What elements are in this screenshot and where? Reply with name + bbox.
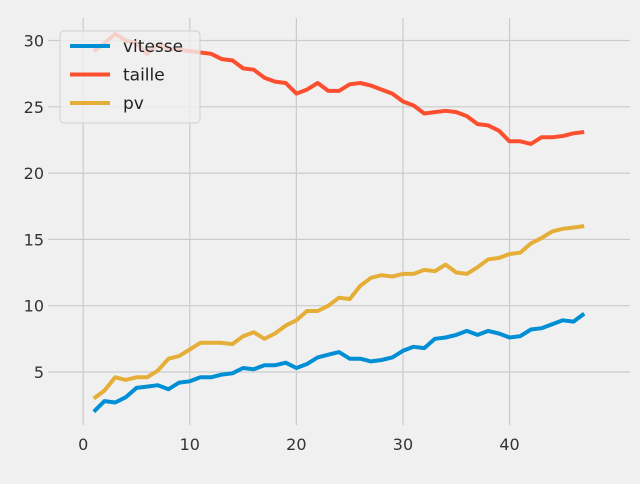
x-tick-label: 40	[499, 435, 519, 454]
legend: vitesse taille pv	[59, 30, 201, 124]
x-tick-label: 0	[78, 435, 88, 454]
x-tick-label: 30	[393, 435, 413, 454]
x-tick-label: 20	[286, 435, 306, 454]
y-tick-label: 30	[24, 32, 44, 51]
y-tick-label: 5	[34, 363, 44, 382]
legend-label-pv: pv	[123, 94, 144, 114]
legend-box	[59, 30, 201, 124]
series-line-vitesse	[92, 311, 586, 414]
x-tick-label: 10	[180, 435, 200, 454]
y-tick-label: 20	[24, 164, 44, 183]
legend-label-taille: taille	[123, 66, 165, 86]
tick-labels: 5 10 15 20 25 30 0 10 20 30 40	[24, 32, 520, 454]
y-tick-label: 10	[24, 297, 44, 316]
y-tick-label: 25	[24, 98, 44, 117]
legend-label-vitesse: vitesse	[123, 37, 183, 57]
y-tick-label: 15	[24, 230, 44, 249]
series-line-pv	[92, 224, 585, 401]
